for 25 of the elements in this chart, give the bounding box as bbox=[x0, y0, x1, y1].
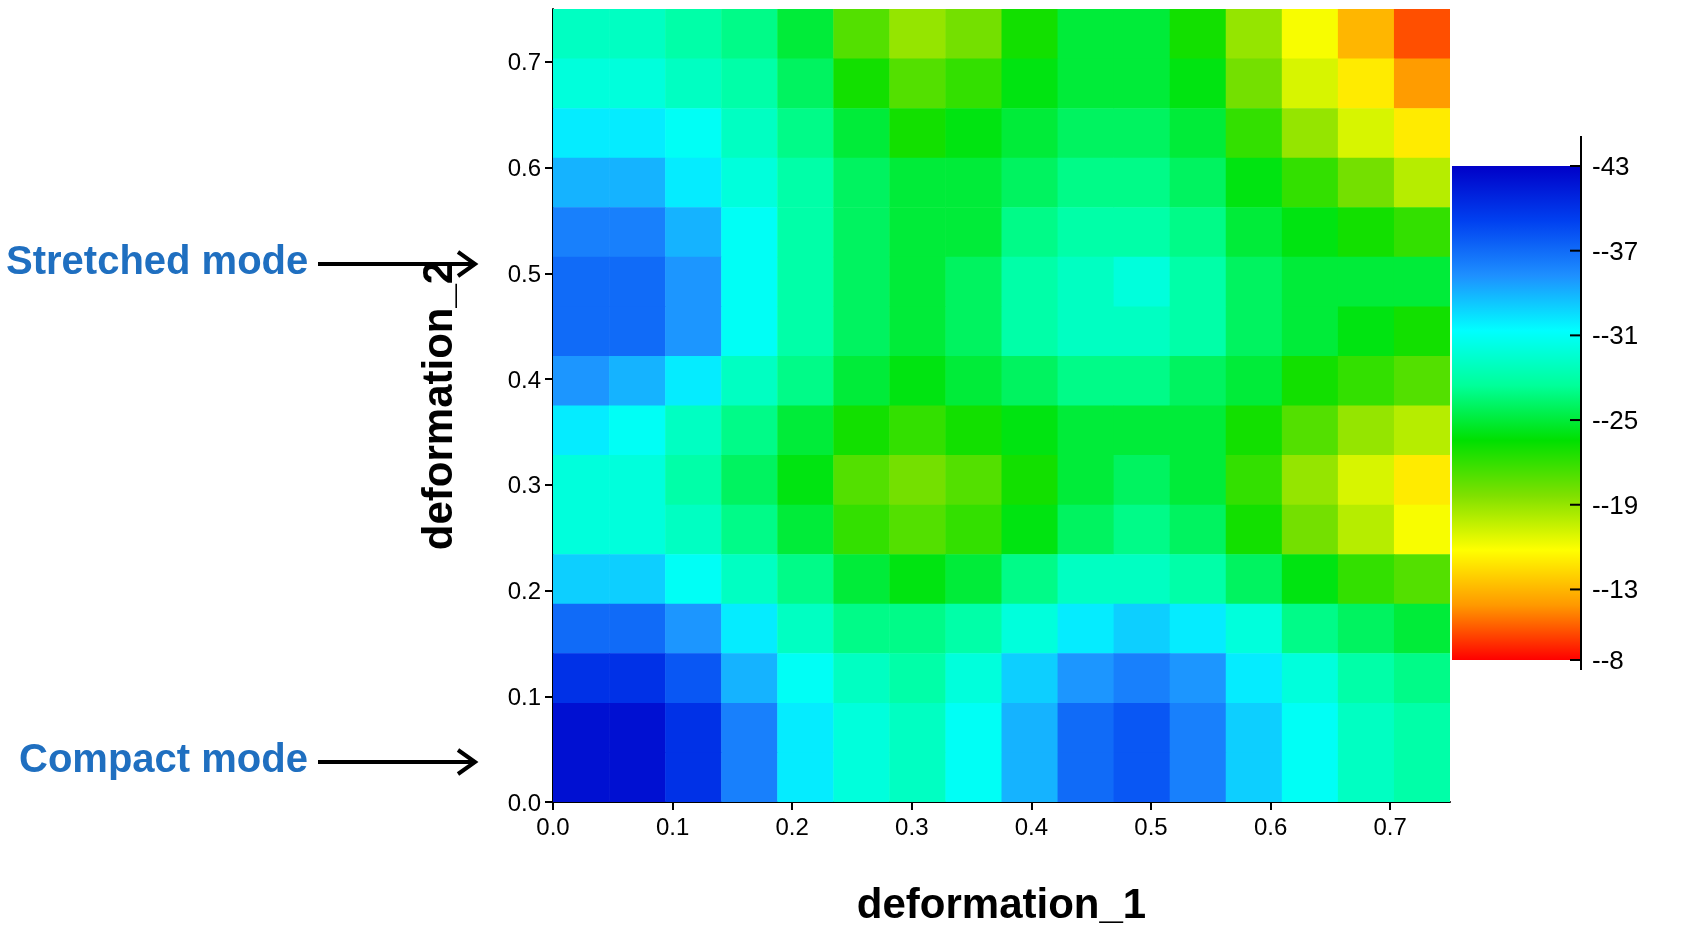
y-tick-label: 0.4 bbox=[507, 365, 541, 393]
color-bar-label: --8 bbox=[1592, 645, 1624, 675]
x-axis-title: deformation_1 bbox=[856, 879, 1147, 927]
color-bar-label: --13 bbox=[1592, 574, 1639, 605]
text: Compact mode bbox=[19, 735, 308, 781]
y-tick-label: 0.7 bbox=[507, 48, 541, 76]
x-tick-label: 0.6 bbox=[1253, 812, 1288, 840]
color-bar-label: --31 bbox=[1592, 320, 1639, 351]
y-tick-label: 0.5 bbox=[507, 259, 541, 287]
x-tick-label: 0.1 bbox=[655, 812, 690, 840]
y-axis-title: deformation_2 bbox=[413, 260, 461, 551]
x-tick-label: 0.4 bbox=[1014, 812, 1049, 840]
x-tick-label: 0.7 bbox=[1373, 812, 1407, 840]
x-tick-label: 0.5 bbox=[1134, 812, 1168, 840]
color-bar-label: --37 bbox=[1592, 235, 1639, 266]
y-tick-label: 0.2 bbox=[507, 577, 541, 605]
color-bar-label: --25 bbox=[1592, 405, 1639, 436]
y-tick-label: 0.1 bbox=[507, 682, 541, 710]
y-tick-label: 0.6 bbox=[507, 154, 541, 182]
color-bar-label: -43 bbox=[1592, 151, 1630, 181]
x-tick-label: 0.3 bbox=[895, 812, 929, 840]
color-bar-label: --19 bbox=[1592, 489, 1639, 520]
text: Stretched mode bbox=[6, 237, 309, 283]
x-tick-label: 0.2 bbox=[775, 812, 809, 840]
y-tick-label: 0.3 bbox=[507, 471, 541, 499]
